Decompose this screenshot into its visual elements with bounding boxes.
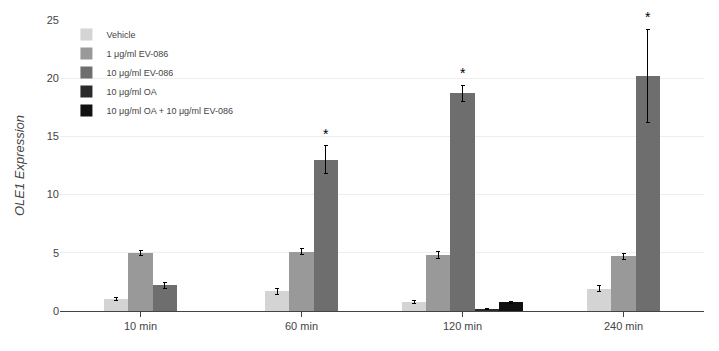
- svg-text:5: 5: [53, 247, 59, 259]
- svg-text:0: 0: [53, 305, 59, 317]
- svg-text:120 min: 120 min: [443, 320, 482, 332]
- svg-text:240 min: 240 min: [604, 320, 643, 332]
- svg-text:*: *: [460, 65, 466, 81]
- svg-text:15: 15: [47, 130, 59, 142]
- svg-text:*: *: [645, 9, 651, 25]
- svg-text:25: 25: [47, 14, 59, 26]
- svg-text:10 min: 10 min: [124, 320, 157, 332]
- svg-text:*: *: [323, 126, 329, 142]
- svg-text:20: 20: [47, 72, 59, 84]
- svg-text:1 μg/ml EV-086: 1 μg/ml EV-086: [106, 49, 168, 59]
- svg-text:10 μg/ml OA: 10 μg/ml OA: [106, 87, 156, 97]
- svg-text:10: 10: [47, 188, 59, 200]
- svg-text:60 min: 60 min: [285, 320, 318, 332]
- svg-text:Vehicle: Vehicle: [106, 30, 135, 40]
- svg-text:10 μg/ml EV-086: 10 μg/ml EV-086: [106, 68, 173, 78]
- svg-text:OLE1 Expression: OLE1 Expression: [12, 115, 27, 216]
- svg-text:10 μg/ml OA + 10 μg/ml EV-086: 10 μg/ml OA + 10 μg/ml EV-086: [106, 106, 233, 116]
